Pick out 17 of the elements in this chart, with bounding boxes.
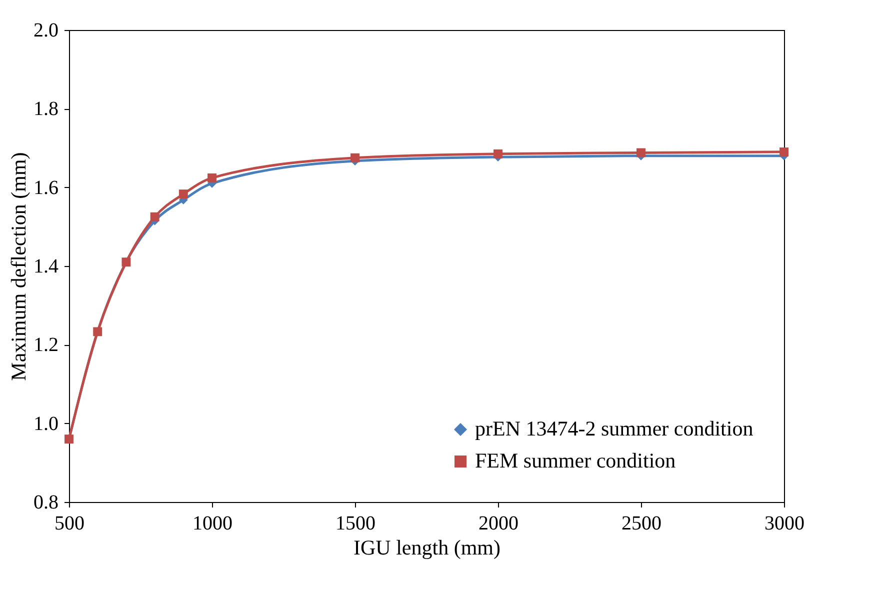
x-tick-label: 1000 xyxy=(192,512,232,534)
x-axis-title: IGU length (mm) xyxy=(354,536,500,560)
x-tick-label: 3000 xyxy=(764,512,804,534)
x-tick-label: 2000 xyxy=(478,512,518,534)
y-tick-label: 0.8 xyxy=(34,492,58,514)
x-tick-label: 2500 xyxy=(622,512,662,534)
y-tick-label: 1.4 xyxy=(34,256,58,278)
legend-label: FEM summer condition xyxy=(475,448,676,472)
y-tick-label: 2.0 xyxy=(34,20,58,42)
legend-label: prEN 13474-2 summer condition xyxy=(475,416,754,440)
y-tick-label: 1.8 xyxy=(34,98,58,120)
y-axis-title: Maximum deflection (mm) xyxy=(6,152,30,381)
y-tick-label: 1.0 xyxy=(34,412,58,435)
x-tick-label: 500 xyxy=(54,512,84,534)
y-tick-label: 1.2 xyxy=(34,334,58,356)
x-tick-label: 1500 xyxy=(336,512,376,534)
y-tick-label: 1.6 xyxy=(34,176,58,199)
